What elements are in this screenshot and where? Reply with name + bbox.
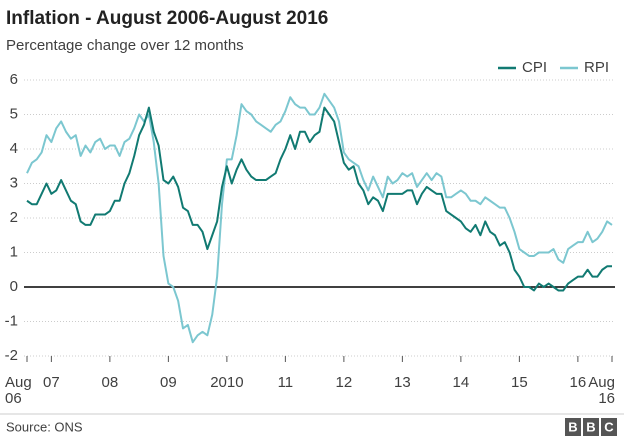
x-tick-label: 08 — [102, 374, 119, 391]
y-tick-label: 2 — [10, 209, 18, 226]
x-tick-label: 14 — [453, 374, 470, 391]
x-tick-label: 2010 — [210, 374, 243, 391]
y-tick-label: 6 — [10, 71, 18, 88]
source: Source: ONS — [6, 419, 83, 434]
x-tick-label: 15 — [511, 374, 528, 391]
logo-box — [601, 418, 617, 436]
chart-subtitle: Percentage change over 12 months — [6, 37, 244, 54]
x-tick-label: 12 — [336, 374, 353, 391]
legend-label: RPI — [584, 59, 609, 76]
x-tick-label: 07 — [43, 374, 60, 391]
series-line — [26, 92, 613, 344]
x-tick-label: Aug 16 — [588, 374, 615, 407]
x-tick-label: 11 — [278, 374, 294, 391]
y-tick-label: 3 — [10, 174, 18, 191]
x-tick-label: 16 — [570, 374, 587, 391]
legend-label: CPI — [522, 59, 547, 76]
y-tick-label: 5 — [10, 105, 18, 122]
logo-letter: B — [568, 419, 577, 434]
x-tick-label: 09 — [160, 374, 177, 391]
y-tick-label: -2 — [5, 347, 18, 364]
y-tick-label: -1 — [5, 312, 18, 329]
y-tick-label: 0 — [10, 278, 18, 295]
logo-letter: C — [604, 419, 614, 434]
y-tick-label: 1 — [10, 243, 18, 260]
x-tick-label: Aug 06 — [5, 374, 32, 407]
series-line — [26, 106, 612, 292]
x-tick-label: 13 — [394, 374, 411, 391]
y-tick-label: 4 — [10, 140, 18, 157]
logo-box — [583, 418, 599, 436]
logo-letter: B — [586, 419, 595, 434]
chart-title: Inflation - August 2006-August 2016 — [6, 8, 328, 29]
logo-box — [565, 418, 581, 436]
